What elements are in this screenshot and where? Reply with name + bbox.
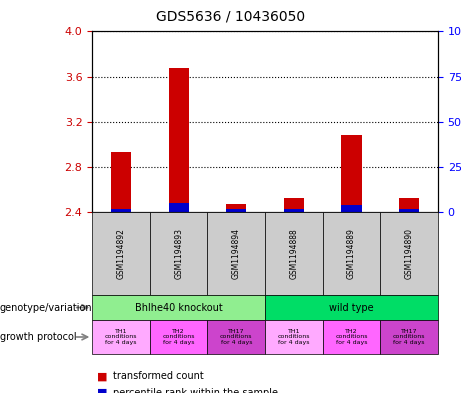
Bar [226, 204, 246, 212]
Bar [284, 209, 304, 212]
Text: TH2
conditions
for 4 days: TH2 conditions for 4 days [162, 329, 195, 345]
Text: percentile rank within the sample: percentile rank within the sample [113, 388, 278, 393]
Bar [111, 152, 131, 212]
Bar [111, 209, 131, 212]
Text: genotype/variation: genotype/variation [0, 303, 93, 312]
Bar [399, 198, 419, 212]
Text: GSM1194894: GSM1194894 [232, 228, 241, 279]
Bar [399, 209, 419, 212]
Text: GSM1194893: GSM1194893 [174, 228, 183, 279]
Text: TH2
conditions
for 4 days: TH2 conditions for 4 days [335, 329, 368, 345]
Text: growth protocol: growth protocol [0, 332, 77, 342]
Text: TH1
conditions
for 4 days: TH1 conditions for 4 days [105, 329, 137, 345]
Text: TH17
conditions
for 4 days: TH17 conditions for 4 days [220, 329, 253, 345]
Text: Bhlhe40 knockout: Bhlhe40 knockout [135, 303, 223, 312]
Text: ■: ■ [97, 388, 107, 393]
Bar [342, 205, 361, 212]
Bar [284, 198, 304, 212]
Text: GSM1194890: GSM1194890 [405, 228, 414, 279]
Text: transformed count: transformed count [113, 371, 204, 381]
Text: GDS5636 / 10436050: GDS5636 / 10436050 [156, 10, 305, 24]
Text: ■: ■ [97, 371, 107, 381]
Bar [226, 209, 246, 212]
Text: TH17
conditions
for 4 days: TH17 conditions for 4 days [393, 329, 426, 345]
Text: GSM1194889: GSM1194889 [347, 228, 356, 279]
Text: wild type: wild type [329, 303, 374, 312]
Text: TH1
conditions
for 4 days: TH1 conditions for 4 days [278, 329, 310, 345]
Bar [342, 135, 361, 212]
Text: GSM1194892: GSM1194892 [117, 228, 125, 279]
Text: GSM1194888: GSM1194888 [290, 228, 298, 279]
Bar [169, 203, 189, 212]
Bar [169, 68, 189, 212]
